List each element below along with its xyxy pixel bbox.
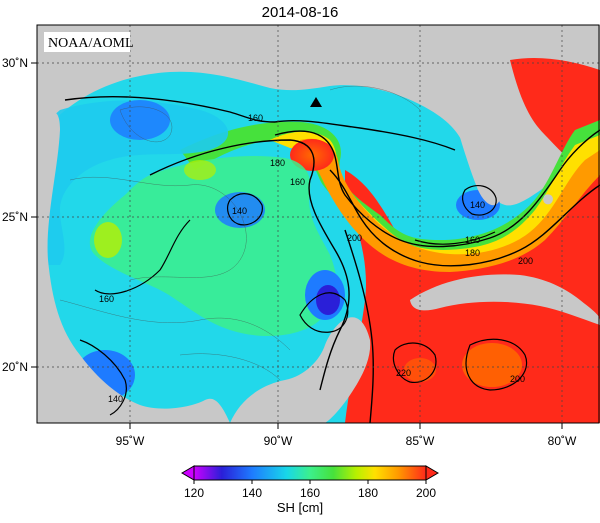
interior-green — [89, 155, 337, 336]
x-tick: 95˚W — [116, 434, 145, 448]
us-coast-land — [37, 25, 600, 120]
y-tick: 20˚N — [2, 360, 28, 374]
colorbar: 120 140 160 180 200 — [181, 465, 439, 500]
contour-label: 220 — [396, 368, 411, 378]
contour-label: 140 — [232, 206, 247, 216]
contour-label: 180 — [270, 158, 285, 168]
colorbar-label: SH [cm] — [276, 500, 324, 515]
contour-160-north — [64, 96, 276, 123]
island — [543, 194, 553, 205]
graticule — [37, 25, 600, 423]
contour-label: 160 — [248, 113, 263, 123]
colorbar-tick: 200 — [416, 486, 436, 500]
credit-text: NOAA/AOML — [48, 36, 134, 51]
contour-140-east — [462, 184, 497, 216]
colorbar-low-arrow — [181, 465, 195, 481]
contours — [64, 96, 600, 423]
contour-label: 160 — [465, 235, 480, 245]
colorbar-tick: 120 — [184, 486, 204, 500]
colorbar-gradient — [193, 465, 427, 481]
map-title: 2014-08-16 — [261, 4, 339, 21]
front-orange — [300, 138, 600, 272]
contour-label: 200 — [518, 256, 533, 266]
credit-box — [44, 32, 130, 52]
mexico-land — [37, 111, 230, 423]
x-tick: 80˚W — [548, 434, 577, 448]
contour-label: 140 — [108, 394, 123, 404]
warm-eddy-2 — [462, 343, 522, 387]
florida-land — [447, 75, 502, 206]
contour-160-east — [414, 231, 496, 245]
tick-marks — [31, 62, 563, 429]
x-tick: 90˚W — [264, 434, 293, 448]
map-frame — [36, 24, 600, 424]
contour-200-south — [344, 229, 374, 423]
contour-label: 200 — [510, 374, 525, 384]
warm-eddy — [290, 139, 334, 171]
eddy-lime-2 — [184, 160, 216, 180]
contour-label: 180 — [465, 248, 480, 258]
y-tick: 25˚N — [2, 210, 28, 224]
colorbar-tick: 160 — [300, 486, 320, 500]
west-cyan — [37, 100, 229, 265]
contour-160-north-b — [274, 120, 456, 151]
contour-label: 160 — [99, 294, 114, 304]
contour-160-west — [94, 219, 191, 295]
station-marker — [310, 97, 322, 107]
colorbar-high-arrow — [425, 465, 439, 481]
contour-140-central — [299, 292, 349, 333]
contour-160-loop — [149, 139, 350, 391]
eddy-blue-4 — [316, 285, 340, 315]
eddy-blue-2 — [215, 192, 265, 228]
colorbar-tick: 180 — [358, 486, 378, 500]
contour-label: 200 — [347, 233, 362, 243]
cuba-land — [410, 274, 600, 325]
contour-200-east — [329, 169, 600, 267]
contour-200-eddy — [465, 338, 528, 391]
contour-140 — [227, 193, 263, 226]
contour-label: 160 — [290, 177, 305, 187]
contour-label: 140 — [470, 200, 485, 210]
contour-180 — [274, 129, 600, 248]
island — [518, 149, 529, 161]
ssh-field — [37, 25, 600, 423]
y-tick: 30˚N — [2, 56, 28, 70]
contour-220 — [392, 342, 437, 383]
front-yellow — [270, 131, 600, 265]
colorbar-tick: 140 — [242, 486, 262, 500]
eddy-lime — [94, 222, 122, 258]
contour-140-south — [79, 339, 127, 416]
contour-labels: 160 180 160 140 200 160 140 160 180 200 … — [99, 113, 533, 404]
x-tick: 85˚W — [406, 434, 435, 448]
eddy-blue-1 — [110, 100, 170, 140]
yucatan-land — [230, 317, 371, 423]
